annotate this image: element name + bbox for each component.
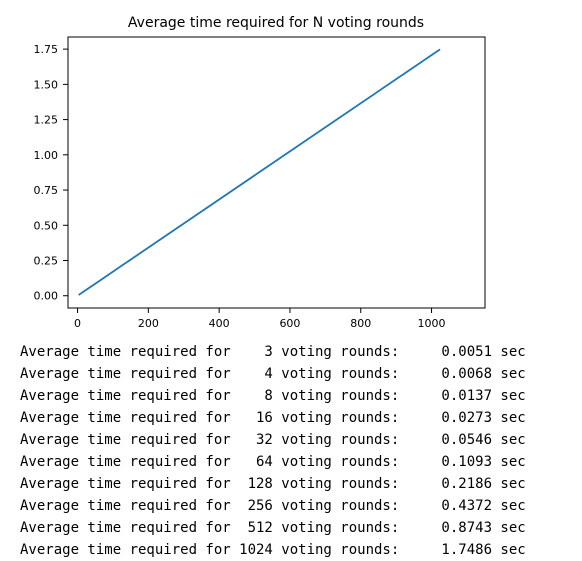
chart-title: Average time required for N voting round… xyxy=(128,15,424,31)
output-line: Average time required for 32 voting roun… xyxy=(20,432,526,448)
line-chart: Average time required for N voting round… xyxy=(34,15,486,330)
x-tick-label: 800 xyxy=(350,317,371,330)
output-line: Average time required for 3 voting round… xyxy=(20,344,526,360)
y-tick-label: 1.25 xyxy=(34,114,59,127)
x-tick-label: 600 xyxy=(279,317,300,330)
y-tick-label: 0.75 xyxy=(34,184,59,197)
x-tick-label: 0 xyxy=(74,317,81,330)
y-tick-label: 1.00 xyxy=(34,149,59,162)
output-line: Average time required for 16 voting roun… xyxy=(20,410,526,426)
y-tick-label: 1.75 xyxy=(34,43,59,56)
output-line: Average time required for 512 voting rou… xyxy=(20,520,526,536)
y-tick-label: 1.50 xyxy=(34,78,59,91)
output-line: Average time required for 8 voting round… xyxy=(20,388,526,404)
output-line: Average time required for 4 voting round… xyxy=(20,366,526,382)
series-line xyxy=(78,48,441,296)
output-line: Average time required for 1024 voting ro… xyxy=(20,542,526,558)
output-line: Average time required for 64 voting roun… xyxy=(20,454,526,470)
plot-area xyxy=(67,36,486,309)
x-tick-label: 200 xyxy=(138,317,159,330)
y-axis: 0.00 0.25 0.50 0.75 1.00 1.25 1.50 1.75 xyxy=(34,43,68,303)
y-tick-label: 0.00 xyxy=(34,290,59,303)
x-tick-label: 400 xyxy=(209,317,230,330)
x-tick-label: 1000 xyxy=(418,317,446,330)
y-tick-label: 0.50 xyxy=(34,219,59,232)
y-tick-label: 0.25 xyxy=(34,255,59,268)
output-line: Average time required for 256 voting rou… xyxy=(20,498,526,514)
output-line: Average time required for 128 voting rou… xyxy=(20,476,526,492)
x-axis: 0 200 400 600 800 1000 xyxy=(74,308,446,330)
cell-output: Average time required for 3 voting round… xyxy=(20,341,580,561)
